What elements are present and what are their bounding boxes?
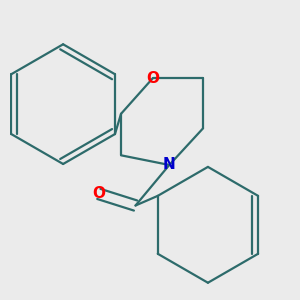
Text: O: O <box>92 186 105 201</box>
Text: O: O <box>146 70 159 86</box>
Text: N: N <box>163 158 176 172</box>
